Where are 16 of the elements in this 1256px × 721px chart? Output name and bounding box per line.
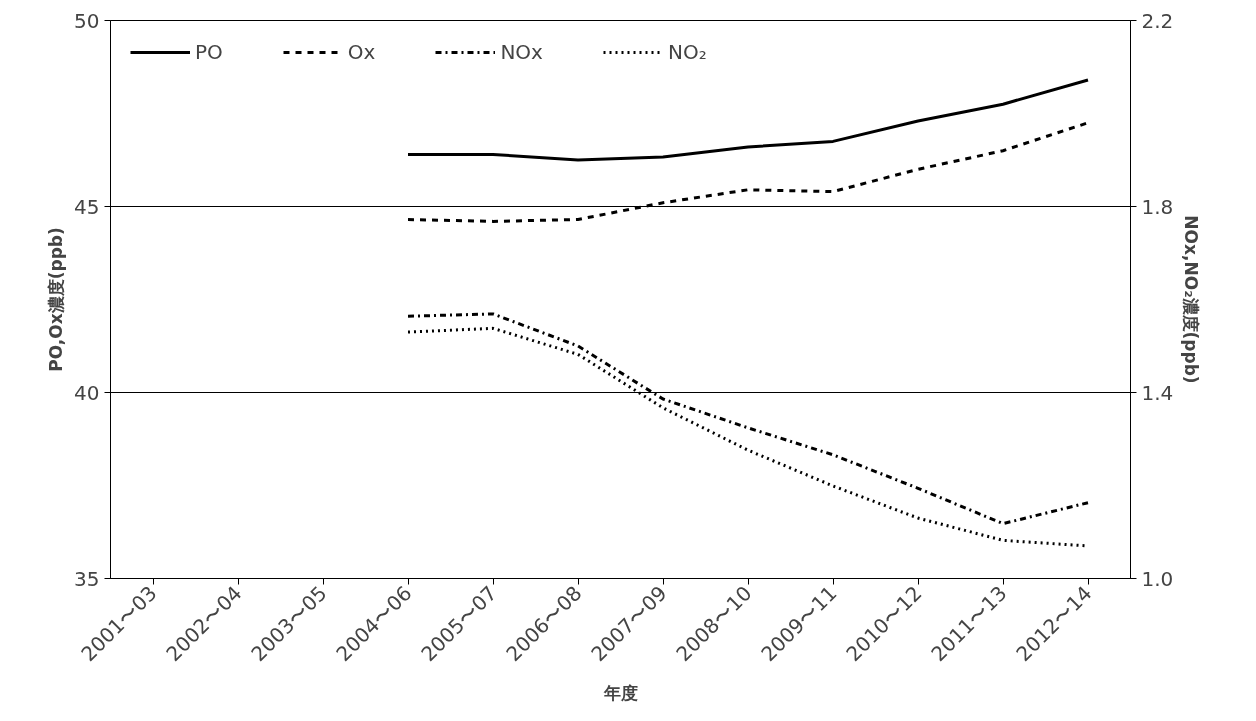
y-tick-label: 50 [74, 8, 100, 33]
y2-tick-label: 1.8 [1141, 194, 1174, 219]
legend-label: Ox [347, 40, 376, 64]
y2-tick-label: 2.2 [1141, 8, 1174, 33]
y2-axis-title: NOx,NO₂濃度(ppb) [1181, 215, 1202, 384]
y-tick-label: 45 [74, 194, 100, 219]
y-axis-title: PO,Ox濃度(ppb) [46, 227, 67, 372]
line-series [406, 78, 1090, 162]
y-tick-label: 40 [74, 380, 100, 405]
y2-tick-label: 1.0 [1141, 566, 1174, 591]
legend-label: NO₂ [667, 40, 707, 64]
y2-tick-label: 1.4 [1141, 380, 1174, 405]
y-tick-label: 35 [74, 566, 100, 591]
x-axis-title: 年度 [602, 682, 638, 703]
legend-label: NOx [500, 40, 543, 64]
legend-label: PO [195, 40, 223, 64]
